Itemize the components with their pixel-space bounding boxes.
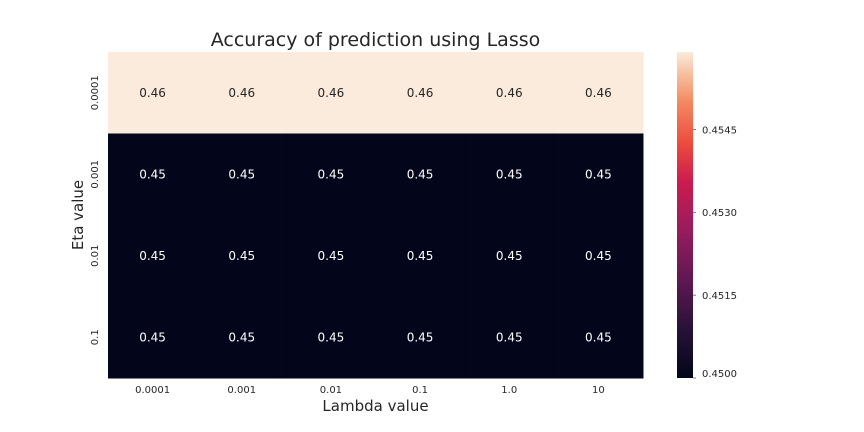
- heatmap-cell: [197, 133, 287, 216]
- cell-value-label: 0.45: [496, 249, 523, 263]
- cell-value-label: 0.46: [585, 86, 612, 100]
- y-tick-label: 0.001: [90, 160, 101, 189]
- cell-value-label: 0.45: [407, 249, 434, 263]
- cell-value-label: 0.46: [228, 86, 255, 100]
- cell-value-label: 0.45: [585, 167, 612, 181]
- heatmap-cell: [553, 296, 644, 379]
- cell-value-label: 0.45: [585, 249, 612, 263]
- cell-value-label: 0.46: [496, 86, 523, 100]
- colorbar: [677, 52, 693, 378]
- heatmap-cell: [375, 215, 466, 297]
- heatmap-cell: [464, 52, 555, 134]
- heatmap-cell: [553, 133, 644, 216]
- heatmap-cell: [375, 133, 466, 216]
- heatmap-cell: [108, 296, 198, 379]
- heatmap-cell: [197, 52, 287, 134]
- cell-value-label: 0.45: [407, 330, 434, 344]
- x-axis-label: Lambda value: [322, 397, 428, 415]
- heatmap-cell: [464, 296, 555, 379]
- colorbar-tick-label: 0.4545: [702, 125, 737, 136]
- cell-value-label: 0.45: [228, 330, 255, 344]
- cell-value-label: 0.45: [318, 167, 345, 181]
- cell-value-label: 0.45: [228, 167, 255, 181]
- heatmap-cell: [553, 52, 644, 134]
- x-tick-label: 10: [592, 385, 605, 396]
- chart-title: Accuracy of prediction using Lasso: [211, 29, 541, 51]
- cell-value-label: 0.45: [139, 330, 166, 344]
- x-tick-label: 0.0001: [135, 385, 170, 396]
- y-tick-label: 0.01: [90, 245, 101, 267]
- y-tick-label: 0.0001: [90, 75, 101, 110]
- heatmap-cell: [286, 296, 376, 379]
- cell-value-label: 0.46: [318, 86, 345, 100]
- heatmap-cell: [464, 133, 555, 216]
- heatmap-cell: [375, 52, 466, 134]
- x-tick-labels: 0.0001 0.001 0.01 0.1 1.0 10: [135, 385, 605, 396]
- cell-value-label: 0.45: [139, 249, 166, 263]
- cell-value-label: 0.46: [407, 86, 434, 100]
- cell-value-label: 0.45: [139, 167, 166, 181]
- y-axis-label: Eta value: [69, 180, 87, 250]
- heatmap-cell: [286, 215, 376, 297]
- cell-value-label: 0.45: [585, 330, 612, 344]
- heatmap-cell: [197, 296, 287, 379]
- x-tick-label: 1.0: [501, 385, 517, 396]
- heatmap-cell: [375, 296, 466, 379]
- cell-value-label: 0.45: [496, 330, 523, 344]
- heatmap-cell: [197, 215, 287, 297]
- x-tick-label: 0.001: [227, 385, 256, 396]
- colorbar-tick-labels: 0.4500 0.4515 0.4530 0.4545: [693, 125, 737, 380]
- heatmap-cell: [108, 133, 198, 216]
- heatmap-cell: [553, 215, 644, 297]
- cell-value-label: 0.45: [318, 330, 345, 344]
- heatmap-cells: 0.46 0.46 0.46 0.46 0.46 0.46 0.45 0.45 0.45 0.45…: [108, 52, 644, 379]
- cell-value-label: 0.45: [496, 167, 523, 181]
- x-tick-label: 0.01: [320, 385, 342, 396]
- cell-value-label: 0.46: [139, 86, 166, 100]
- colorbar-tick-label: 0.4530: [702, 208, 737, 219]
- colorbar-tick-label: 0.4500: [702, 369, 737, 380]
- y-tick-label: 0.1: [90, 329, 101, 345]
- cell-value-label: 0.45: [318, 249, 345, 263]
- cell-value-label: 0.45: [407, 167, 434, 181]
- heatmap-cell: [464, 215, 555, 297]
- y-tick-labels: 0.0001 0.001 0.01 0.1: [90, 75, 101, 345]
- heatmap-cell: [286, 133, 376, 216]
- colorbar-tick-label: 0.4515: [702, 291, 737, 302]
- cell-value-label: 0.45: [228, 249, 255, 263]
- heatmap-cell: [286, 52, 376, 134]
- heatmap-cell: [108, 215, 198, 297]
- heatmap-cell: [108, 52, 198, 134]
- x-tick-label: 0.1: [412, 385, 428, 396]
